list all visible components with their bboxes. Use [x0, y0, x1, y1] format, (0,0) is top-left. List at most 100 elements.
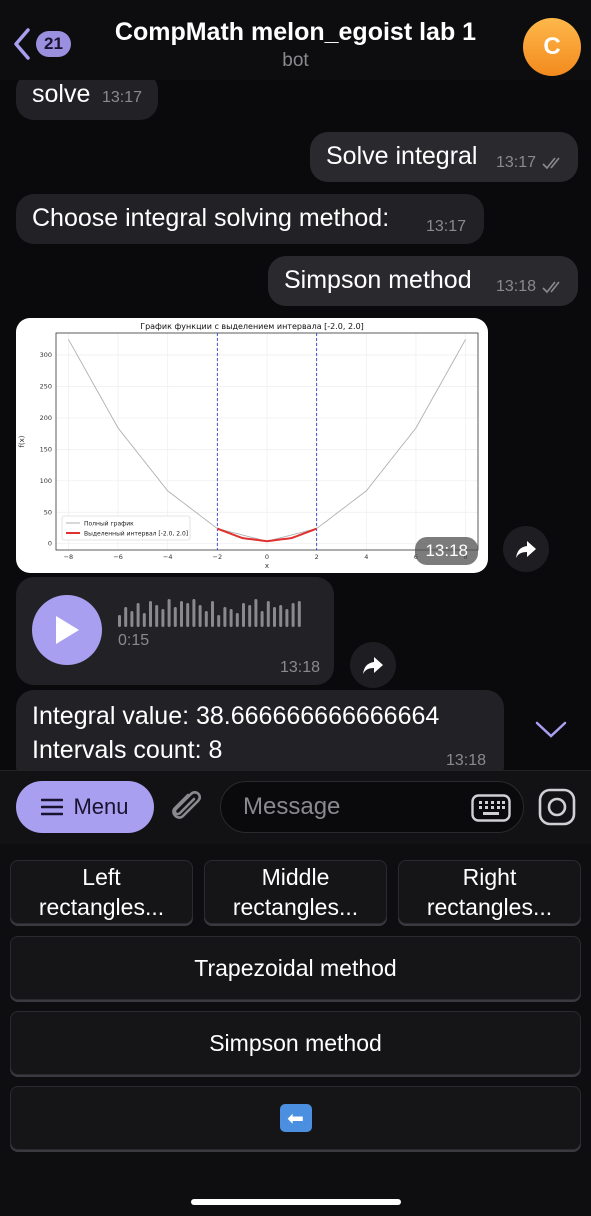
message-time: 13:18 — [279, 659, 320, 676]
legend-box — [61, 515, 191, 541]
message-text: Choose integral solving method: — [32, 204, 390, 232]
x-tick-label: −4 — [163, 553, 173, 561]
message-text: Simpson method — [284, 266, 472, 294]
y-tick-label: 300 — [40, 351, 52, 359]
chevron-down-icon[interactable] — [534, 720, 568, 740]
message-time: 13:17 — [496, 154, 567, 172]
y-tick-label: 100 — [40, 477, 52, 485]
y-tick-label: 0 — [48, 540, 52, 548]
menu-label: Menu — [73, 794, 129, 819]
waveform-bar — [273, 607, 276, 627]
x-tick-label: −6 — [113, 553, 123, 561]
waveform-bar — [124, 607, 128, 627]
x-axis-label: x — [265, 562, 269, 570]
waveform-bar — [248, 605, 252, 627]
waveform-bar — [186, 603, 190, 627]
chart-title: График функции с выделением интервала [-… — [140, 322, 364, 331]
x-tick-label: 2 — [315, 553, 319, 561]
waveform-bar — [118, 615, 121, 627]
message-time: 13:17 — [102, 89, 143, 106]
forward-button[interactable] — [350, 642, 396, 688]
y-tick-label: 50 — [44, 508, 52, 516]
menu-button[interactable]: Menu — [16, 781, 154, 833]
waveform-bar — [161, 609, 165, 627]
play-button[interactable] — [32, 595, 102, 665]
forward-button[interactable] — [503, 526, 549, 572]
message-input[interactable]: Message — [220, 781, 524, 833]
back-arrow-button[interactable]: ⬅ — [10, 1086, 581, 1150]
function-chart: График функции с выделением интервала [-… — [18, 322, 479, 570]
waveform-bar — [285, 609, 289, 627]
camera-icon[interactable] — [537, 787, 577, 827]
y-axis-label: f(x) — [18, 435, 26, 447]
message-bubble[interactable]: Choose integral solving method: 13:17 — [16, 194, 484, 244]
back-arrow-icon: ⬅ — [279, 1104, 312, 1132]
voice-duration: 0:15 — [118, 632, 150, 649]
waveform-bar — [204, 611, 208, 627]
integral-value-text: Integral value: 38.666666666666664 — [32, 702, 440, 730]
chat-title[interactable]: CompMath melon_egoist lab 1 — [114, 18, 477, 46]
waveform-bar — [291, 603, 295, 627]
x-tick-label: 4 — [364, 553, 368, 561]
message-bubble[interactable]: Solve integral 13:17 — [310, 132, 578, 182]
intervals-count-text: Intervals count: 8 — [32, 736, 223, 764]
left-rectangles-button[interactable]: Left rectangles... — [10, 860, 193, 924]
waveform-bar — [297, 601, 301, 627]
waveform-bar — [235, 613, 239, 627]
message-bubble[interactable]: Integral value: 38.666666666666664 Inter… — [16, 690, 504, 770]
series-line-1 — [217, 527, 317, 543]
waveform-bar — [217, 615, 221, 627]
x-tick-label: 0 — [265, 553, 269, 561]
back-button[interactable]: 21 — [10, 26, 71, 62]
y-tick-label: 250 — [40, 382, 52, 390]
message-text: Solve integral — [326, 142, 478, 170]
chart-image-message[interactable]: График функции с выделением интервала [-… — [16, 318, 488, 573]
share-arrow-icon — [516, 541, 536, 558]
chat-header: 21 CompMath melon_egoist lab 1 bot C — [0, 0, 591, 80]
play-icon — [56, 616, 79, 644]
waveform-bar — [229, 609, 233, 627]
unread-count-badge: 21 — [36, 31, 71, 57]
keyboard-icon[interactable] — [471, 794, 511, 822]
avatar[interactable]: C — [523, 18, 581, 76]
waveform-bar — [142, 613, 146, 627]
waveform-bar — [211, 601, 214, 627]
message-bubble[interactable]: solve 13:17 — [16, 80, 158, 120]
bot-keyboard: Left rectangles... Middle rectangles... … — [0, 844, 591, 1216]
waveform-bar — [173, 607, 177, 627]
waveform-bar — [130, 611, 134, 627]
waveform-bar — [254, 599, 258, 627]
voice-message[interactable]: 0:15 13:18 — [16, 577, 334, 685]
message-placeholder: Message — [243, 793, 341, 820]
waveform-bar — [223, 607, 227, 627]
waveform-bar — [260, 611, 264, 627]
middle-rectangles-button[interactable]: Middle rectangles... — [204, 860, 387, 924]
read-check-icon — [541, 157, 560, 169]
waveform-bar — [279, 605, 283, 627]
waveform-bar — [155, 605, 159, 627]
home-indicator — [191, 1199, 401, 1205]
message-time: 13:18 — [496, 278, 567, 296]
message-text: solve — [32, 80, 91, 108]
plot-frame — [55, 332, 479, 551]
waveform-bar — [192, 599, 196, 627]
x-tick-label: −2 — [213, 553, 223, 561]
simpson-method-button[interactable]: Simpson method — [10, 1011, 581, 1075]
chat-subtitle: bot — [282, 50, 309, 71]
chat-area[interactable]: solve 13:17 Solve integral 13:17 Choose … — [0, 80, 591, 770]
waveform-bar — [266, 601, 270, 627]
read-check-icon — [541, 281, 560, 293]
waveform-bar — [149, 601, 152, 627]
share-arrow-icon — [363, 657, 383, 674]
waveform[interactable] — [118, 599, 318, 629]
trapezoidal-method-button[interactable]: Trapezoidal method — [10, 936, 581, 1000]
waveform-bar — [136, 603, 140, 627]
message-bubble[interactable]: Simpson method 13:18 — [268, 256, 578, 306]
attach-icon[interactable] — [166, 787, 206, 827]
y-tick-label: 200 — [40, 414, 52, 422]
message-time: 13:18 — [446, 752, 487, 769]
message-time: 13:17 — [426, 218, 467, 235]
waveform-bar — [167, 599, 171, 627]
chevron-left-icon — [14, 28, 30, 60]
right-rectangles-button[interactable]: Right rectangles... — [398, 860, 581, 924]
